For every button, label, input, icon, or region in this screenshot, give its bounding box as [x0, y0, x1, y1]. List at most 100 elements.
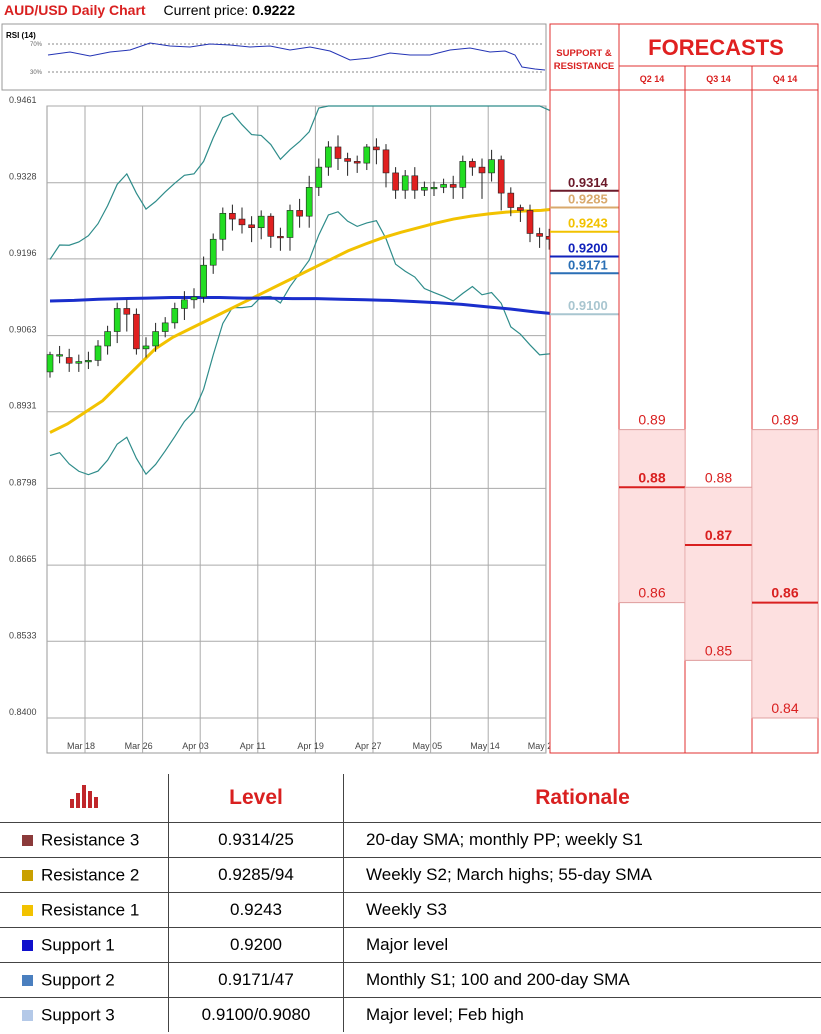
candle-body	[181, 299, 188, 309]
candle-body	[344, 158, 351, 162]
sma-line	[49, 207, 559, 434]
rsi-panel: RSI (14) 70% 30%	[1, 23, 547, 91]
level-value-cell: 0.9100/0.9080	[168, 997, 344, 1032]
level-name: Support 1	[41, 935, 115, 955]
bar-chart-icon	[70, 785, 98, 808]
candle-body	[133, 313, 140, 350]
candle-body	[325, 146, 332, 168]
candle-body	[459, 161, 467, 188]
level-name: Resistance 1	[41, 900, 140, 920]
candle-body	[373, 146, 380, 151]
candle-body	[113, 308, 121, 332]
sr-level-label: 0.9243	[568, 216, 608, 231]
forecast-quarter-label: Q3 14	[706, 74, 731, 84]
candle-body	[421, 187, 428, 191]
forecast-level-label: 0.84	[771, 700, 798, 716]
level-name: Resistance 2	[41, 865, 140, 885]
candle-body	[382, 149, 390, 174]
level-name-cell: Support 3	[0, 997, 169, 1032]
candle-body	[469, 161, 476, 168]
forecast-band	[684, 486, 753, 661]
candle-body	[411, 175, 419, 191]
level-name-cell: Support 1	[0, 927, 169, 963]
rsi-label: RSI (14)	[6, 31, 36, 40]
color-swatch	[22, 869, 33, 881]
x-tick-label: May 14	[470, 741, 500, 751]
candle-body	[257, 215, 265, 229]
candle-body	[65, 357, 73, 364]
upper-bollinger-band	[49, 105, 560, 260]
forecast-level-label: 0.88	[638, 469, 665, 485]
level-name-cell: Resistance 1	[0, 892, 169, 928]
y-tick-label: 0.8798	[9, 477, 37, 487]
y-tick-label: 0.9063	[9, 325, 37, 335]
color-swatch	[22, 1009, 33, 1021]
candle-body	[200, 264, 207, 298]
candle-body	[363, 146, 371, 164]
candle-body	[267, 215, 275, 237]
y-tick-label: 0.8533	[9, 630, 37, 640]
forecast-band	[618, 429, 686, 603]
x-tick-label: Mar 26	[125, 741, 153, 751]
sr-level-label: 0.9100	[568, 298, 608, 313]
y-tick-label: 0.8665	[9, 554, 37, 564]
candle-body	[46, 354, 54, 373]
x-tick-label: Apr 03	[182, 741, 209, 751]
rationale-cell: Weekly S3	[343, 892, 821, 928]
rationale-cell: Monthly S1; 100 and 200-day SMA	[343, 962, 821, 998]
price-chart: 0.9461 0.9328 0.9196 0.9063 0.8931 0.8798 0.86…	[9, 95, 563, 754]
x-tick-label: Mar 18	[67, 741, 95, 751]
candle-body	[401, 175, 409, 191]
x-tick-label: May 05	[413, 741, 443, 751]
sr-level-label: 0.9285	[568, 192, 608, 207]
forecast-level-label: 0.87	[705, 527, 732, 543]
table-row: Resistance 3 0.9314/25 20-day SMA; monthly…	[0, 822, 821, 858]
candle-body	[430, 187, 438, 190]
x-tick-label: May 23	[528, 741, 558, 751]
forecast-level-label: 0.86	[638, 585, 665, 601]
candle-body	[75, 361, 83, 364]
candle-body	[526, 210, 534, 234]
candle-body	[440, 184, 447, 188]
table-row: Support 3 0.9100/0.9080 Major level; Feb h…	[0, 997, 821, 1032]
candle-body	[161, 322, 169, 332]
table-row: Support 1 0.9200 Major level	[0, 927, 821, 963]
forecasts-title: FORECASTS	[648, 35, 784, 60]
table-row: Resistance 1 0.9243 Weekly S3	[0, 892, 821, 928]
price-value: 0.9222	[252, 2, 296, 18]
sr-level-label: 0.9171	[568, 257, 608, 272]
support-resistance-panel: SUPPORT & RESISTANCE 0.9314 0.9285 0.9243 0…	[549, 23, 620, 754]
candle-body	[392, 172, 399, 191]
candle-body	[190, 296, 198, 301]
x-tick-label: Apr 11	[240, 741, 266, 751]
candle-body	[353, 161, 361, 164]
rationale-cell: 20-day SMA; monthly PP; weekly S1	[343, 822, 821, 858]
candle-body	[248, 224, 255, 229]
forecast-level-label: 0.86	[771, 585, 798, 601]
rsi-line	[47, 42, 546, 71]
candle-body	[497, 159, 505, 194]
forecast-quarter-label: Q2 14	[640, 74, 665, 84]
level-name-cell: Resistance 3	[0, 822, 169, 858]
candle-body	[219, 212, 227, 240]
table-row: Support 2 0.9171/47 Monthly S1; 100 and 20…	[0, 962, 821, 998]
sr-title-line1: SUPPORT &	[556, 48, 612, 59]
candle-body	[142, 345, 150, 350]
candle-body	[488, 159, 495, 174]
forecast-quarter-label: Q4 14	[773, 74, 798, 84]
candle-body	[536, 233, 543, 237]
level-name: Resistance 3	[41, 830, 140, 850]
color-swatch	[22, 974, 33, 986]
levels-table: Level Rationale Resistance 3 0.9314/25 20-…	[0, 774, 821, 1032]
y-tick-label: 0.9461	[9, 95, 37, 105]
candle-body	[238, 218, 246, 226]
candle-body	[478, 166, 486, 174]
level-value-cell: 0.9314/25	[168, 822, 344, 858]
price-label: Current price:	[163, 2, 249, 18]
level-name-cell: Support 2	[0, 962, 169, 998]
level-name: Support 3	[41, 1005, 115, 1025]
chart-area: RSI (14) 70% 30% 0.9461 0.9328 0.9196 0.906…	[1, 23, 819, 754]
forecast-level-label: 0.88	[705, 469, 732, 485]
rationale-cell: Weekly S2; March highs; 55-day SMA	[343, 857, 821, 893]
y-tick-label: 0.8400	[9, 707, 37, 717]
